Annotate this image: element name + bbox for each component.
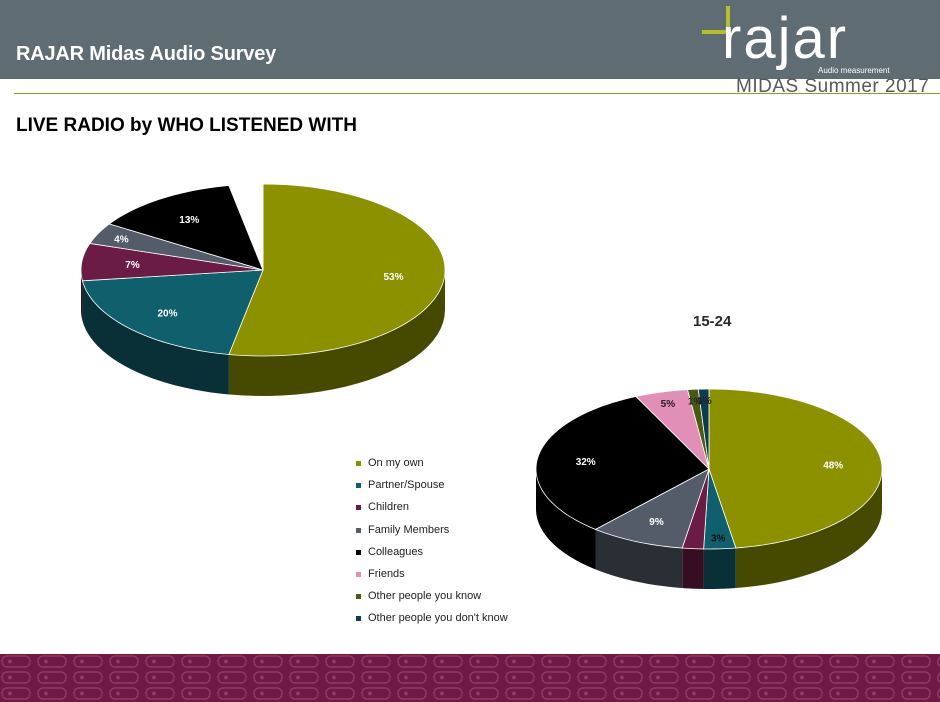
- pie-data-label: 7%: [125, 260, 140, 271]
- pie-slice: [251, 183, 264, 271]
- footer-band: [0, 654, 940, 702]
- pie-slice: [708, 388, 883, 549]
- logo-mark-icon: [702, 6, 730, 34]
- pie-slice: [535, 396, 710, 530]
- legend-label: On my own: [368, 457, 424, 469]
- rajar-logo: rajar Audio measurement: [690, 0, 940, 100]
- legend-swatch: [356, 461, 361, 466]
- legend-item: Family Members: [356, 519, 556, 541]
- pie-slice: [228, 183, 446, 357]
- pie-side-walls: [536, 469, 882, 589]
- header-divider: [14, 93, 940, 94]
- pie-slice-side: [81, 270, 83, 321]
- pie-slice-side: [82, 280, 229, 395]
- legend-label: Partner/Spouse: [368, 479, 445, 492]
- pie-side-walls: [81, 270, 445, 396]
- legend-swatch: [356, 527, 361, 533]
- pie-slice-side: [536, 469, 596, 570]
- legend-swatch: [356, 505, 361, 511]
- pie-data-label: 9%: [649, 517, 664, 528]
- chart-legend: On my own Partner/Spouse Children Family Me…: [356, 452, 556, 630]
- legend-swatch: [356, 616, 361, 622]
- pie-data-label: 5%: [661, 399, 676, 410]
- legend-item: Children: [356, 496, 556, 518]
- legend-swatch: [356, 483, 361, 489]
- pie-data-label: 4%: [114, 235, 129, 246]
- pie-slice: [81, 269, 264, 355]
- pie-labels: 48% 3% 9% 32% 5% 1%1%: [576, 396, 844, 545]
- logo-text: rajar: [722, 6, 849, 71]
- legend-item: Partner/Spouse: [356, 474, 556, 496]
- pie-data-label: 3%: [711, 534, 726, 545]
- pie-data-label: 1%: [688, 397, 703, 408]
- legend-swatch: [356, 571, 361, 577]
- legend-label: Family Members: [368, 523, 450, 536]
- pie-slice-side: [595, 529, 683, 589]
- pie-slice: [697, 388, 710, 470]
- chart-15-24-title: 15-24: [693, 313, 732, 330]
- legend-swatch: [356, 549, 361, 555]
- pie-slice: [594, 468, 710, 549]
- legend-item: Friends: [356, 563, 556, 585]
- legend-label: Children: [368, 501, 409, 514]
- header-title: RAJAR Midas Audio Survey: [16, 43, 277, 65]
- pie-data-label: 32%: [576, 457, 596, 468]
- pie-slice: [80, 242, 264, 282]
- pie-slices: [535, 388, 883, 550]
- legend-label: Friends: [368, 567, 405, 580]
- pie-slice: [89, 223, 264, 271]
- pie-labels: 53% 20% 7% 4% 13%: [114, 215, 403, 320]
- pie-slice-side: [703, 548, 736, 589]
- pie-slice-side: [735, 469, 882, 589]
- footer-pattern: [0, 654, 940, 702]
- pie-slice: [703, 468, 737, 550]
- pie-data-label: 53%: [383, 272, 403, 283]
- pie-slice: [108, 185, 264, 271]
- legend-label: Colleagues: [368, 545, 424, 558]
- logo-subtext: Audio measurement: [818, 66, 890, 75]
- legend-item: On my own: [356, 452, 556, 474]
- pie-slice-side: [682, 548, 704, 589]
- legend-item: Other people you know: [356, 585, 556, 607]
- pie-slice-side: [228, 270, 445, 396]
- slide-title: LIVE RADIO by WHO LISTENED WITH: [16, 115, 357, 136]
- pie-data-label: 20%: [157, 308, 177, 319]
- legend-item: Colleagues: [356, 541, 556, 563]
- pie-slice: [635, 389, 710, 471]
- legend-label: Other people you know: [368, 590, 482, 603]
- legend-swatch: [356, 594, 361, 600]
- pie-data-label: 1%: [697, 396, 712, 407]
- pie-data-label: 13%: [179, 215, 199, 226]
- pie-data-label: 48%: [823, 461, 843, 472]
- legend-label: Other people you don't know: [368, 612, 508, 625]
- pie-slices: [80, 183, 446, 357]
- legend-item: Other people you don't know: [356, 607, 556, 629]
- survey-edition: MIDAS Summer 2017: [736, 76, 930, 97]
- header-bar: RAJAR Midas Audio Survey rajar Audio mea…: [0, 0, 940, 79]
